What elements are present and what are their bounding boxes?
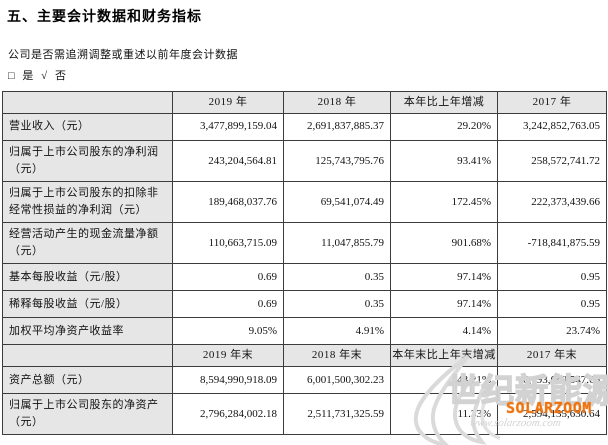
- value-cell: 172.45%: [390, 181, 498, 224]
- table-row: 基本每股收益（元/股） 0.69 0.35 97.14% 0.95: [2, 263, 607, 292]
- value-cell: 8,594,990,918.09: [172, 366, 284, 395]
- value-cell: 4.14%: [390, 317, 498, 346]
- row-label-cell: 稀释每股收益（元/股）: [2, 290, 173, 319]
- row-label-cell: 加权平均净资产收益率: [2, 317, 173, 346]
- restatement-question: 公司是否需追溯调整或重述以前年度会计数据: [8, 49, 238, 61]
- section-heading: 五、主要会计数据和财务指标: [7, 8, 202, 24]
- header-period-cell: 本年末比上年末增减: [390, 344, 498, 368]
- value-cell: 9.05%: [172, 317, 284, 346]
- checkbox-unchecked-icon: □: [8, 70, 16, 82]
- value-cell: 0.69: [172, 290, 284, 319]
- value-cell: 29.20%: [390, 113, 498, 141]
- header-period-cell: 2017 年: [497, 91, 607, 114]
- value-cell: -718,841,875.59: [497, 222, 607, 265]
- row-label-cell: 经营活动产生的现金流量净额（元）: [2, 222, 173, 265]
- table-header-row: 2019 年末 2018 年末 本年末比上年末增减 2017 年末: [2, 344, 607, 368]
- value-cell: 0.35: [283, 290, 391, 319]
- header-period-cell: 2018 年: [283, 91, 391, 114]
- table-row: 稀释每股收益（元/股） 0.69 0.35 97.14% 0.95: [2, 290, 607, 319]
- value-cell: 189,468,037.76: [172, 181, 284, 224]
- row-label-cell: 营业收入（元）: [2, 113, 173, 141]
- header-period-cell: 2018 年末: [283, 344, 391, 368]
- value-cell: 125,743,795.76: [283, 139, 391, 183]
- financial-indicators-table: 2019 年 2018 年本年比上年增减 2017 年营业收入（元） 3,477,89…: [2, 91, 607, 436]
- value-cell: 11,047,855.79: [283, 222, 391, 265]
- header-period-cell: 2019 年: [172, 91, 284, 114]
- value-cell: 2,796,284,002.18: [172, 393, 284, 436]
- row-label-cell: 基本每股收益（元/股）: [2, 263, 173, 292]
- row-label-cell: 归属于上市公司股东的扣除非经常性损益的净利润（元）: [2, 181, 173, 224]
- value-cell: 243,204,564.81: [172, 139, 284, 183]
- value-cell: 258,572,741.72: [497, 139, 607, 183]
- header-period-cell: 2017 年末: [497, 344, 607, 368]
- table-row: 归属于上市公司股东的净利润（元） 243,204,564.81 125,743,79…: [2, 139, 607, 183]
- value-cell: 23.74%: [497, 317, 607, 346]
- value-cell: 6,193,660,547.66: [497, 366, 607, 395]
- value-cell: 97.14%: [390, 263, 498, 292]
- checkmark-icon: √: [41, 70, 48, 82]
- table-row: 归属于上市公司股东的扣除非经常性损益的净利润（元） 189,468,037.76 6…: [2, 181, 607, 224]
- value-cell: 2,691,837,885.37: [283, 113, 391, 141]
- header-empty-cell: [2, 91, 173, 114]
- row-label-cell: 归属于上市公司股东的净资产（元）: [2, 393, 173, 436]
- row-label-cell: 资产总额（元）: [2, 366, 173, 395]
- value-cell: 4.91%: [283, 317, 391, 346]
- value-cell: 3,242,852,763.05: [497, 113, 607, 141]
- value-cell: 11.33%: [390, 393, 498, 436]
- restatement-answer: □ 是 √ 否: [8, 67, 70, 83]
- table-row: 经营活动产生的现金流量净额（元） 110,663,715.09 11,047,855…: [2, 222, 607, 265]
- value-cell: 69,541,074.49: [283, 181, 391, 224]
- value-cell: 0.95: [497, 263, 607, 292]
- header-period-cell: 本年比上年增减: [390, 91, 498, 114]
- header-empty-cell: [2, 344, 173, 368]
- table-row: 加权平均净资产收益率 9.05% 4.91% 4.14% 23.74%: [2, 317, 607, 346]
- header-period-cell: 2019 年末: [172, 344, 284, 368]
- value-cell: 0.35: [283, 263, 391, 292]
- table-row: 资产总额（元） 8,594,990,918.09 6,001,500,302.23 4…: [2, 366, 607, 395]
- value-cell: 3,477,899,159.04: [172, 113, 284, 141]
- row-label-cell: 归属于上市公司股东的净利润（元）: [2, 139, 173, 183]
- value-cell: 0.69: [172, 263, 284, 292]
- table-row: 营业收入（元） 3,477,899,159.04 2,691,837,885.37 2…: [2, 113, 607, 141]
- value-cell: 6,001,500,302.23: [283, 366, 391, 395]
- value-cell: 2,594,135,630.64: [497, 393, 607, 436]
- value-cell: 97.14%: [390, 290, 498, 319]
- table-header-row: 2019 年 2018 年本年比上年增减 2017 年: [2, 91, 607, 114]
- value-cell: 110,663,715.09: [172, 222, 284, 265]
- value-cell: 93.41%: [390, 139, 498, 183]
- value-cell: 43.21%: [390, 366, 498, 395]
- value-cell: 901.68%: [390, 222, 498, 265]
- no-label: 否: [54, 70, 67, 82]
- value-cell: 0.95: [497, 290, 607, 319]
- value-cell: 222,373,439.66: [497, 181, 607, 224]
- table-row: 归属于上市公司股东的净资产（元） 2,796,284,002.18 2,511,73…: [2, 393, 607, 436]
- yes-label: 是: [22, 70, 34, 82]
- value-cell: 2,511,731,325.59: [283, 393, 391, 436]
